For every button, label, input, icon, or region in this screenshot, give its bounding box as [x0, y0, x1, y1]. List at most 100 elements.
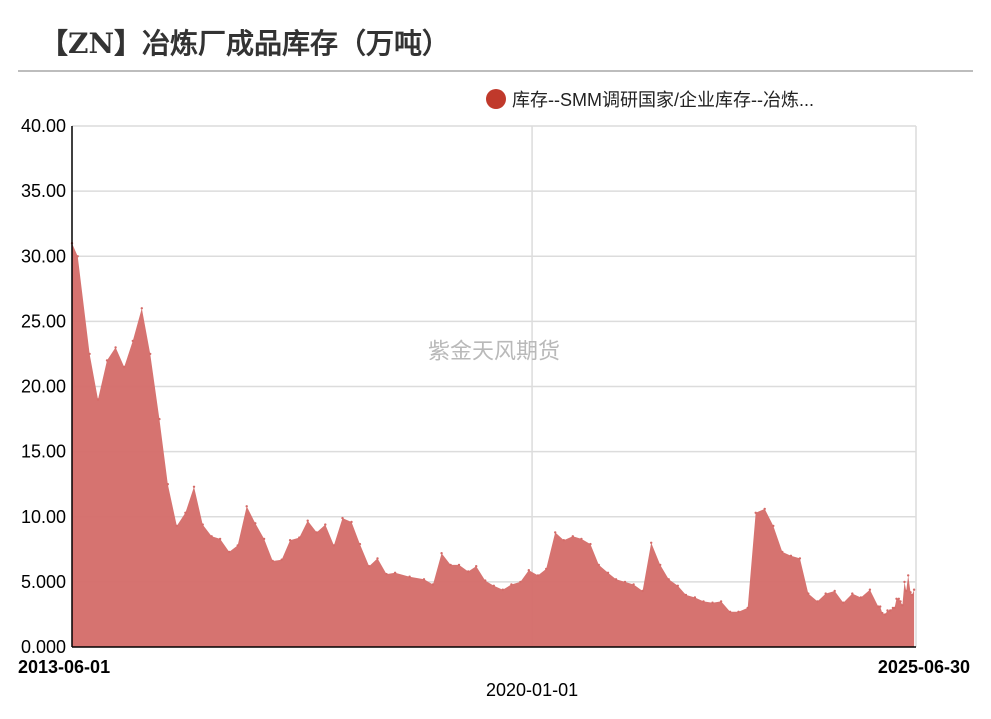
- y-tick-label: 15.00: [21, 442, 66, 462]
- data-point: [667, 578, 670, 581]
- data-point: [632, 583, 635, 586]
- data-point: [693, 596, 697, 599]
- y-tick-label: 5.000: [21, 572, 66, 592]
- title-divider: [18, 70, 973, 72]
- data-point: [245, 505, 248, 508]
- data-point: [623, 580, 627, 584]
- data-point: [123, 365, 126, 369]
- data-point: [367, 565, 371, 568]
- data-point: [889, 609, 892, 612]
- data-point: [192, 485, 196, 488]
- legend-marker-icon: [486, 89, 506, 109]
- data-point: [306, 519, 309, 522]
- data-point: [877, 605, 880, 608]
- data-point: [315, 531, 318, 534]
- data-point: [571, 535, 574, 538]
- data-point: [457, 563, 461, 567]
- data-point: [684, 593, 688, 597]
- data-point: [901, 604, 904, 607]
- data-point: [545, 567, 548, 571]
- grid-lines: [72, 125, 917, 647]
- y-tick-label: 30.00: [21, 246, 66, 266]
- data-point: [909, 591, 912, 594]
- data-point: [88, 352, 91, 356]
- data-point: [816, 600, 819, 603]
- y-tick-label: 10.00: [21, 507, 66, 527]
- data-point: [868, 588, 872, 591]
- data-point: [798, 557, 802, 560]
- data-point: [350, 520, 353, 524]
- data-point: [96, 398, 100, 401]
- data-point: [341, 516, 344, 520]
- page-title: 【ZN】冶炼厂成品库存（万吨）: [40, 27, 451, 60]
- data-point: [905, 589, 908, 593]
- data-point: [298, 536, 301, 539]
- data-point: [467, 570, 470, 573]
- data-point: [597, 563, 600, 567]
- data-point: [262, 537, 266, 541]
- y-tick-label: 40.00: [21, 116, 66, 136]
- x-tick-label: 2013-06-01: [18, 657, 110, 677]
- data-point: [105, 359, 109, 362]
- data-point: [210, 535, 213, 538]
- data-point: [140, 307, 143, 310]
- data-point: [280, 558, 283, 561]
- y-axis-ticks: 0.000 5.000 10.00 15.00 20.00 25.00 30.00 35.00…: [21, 116, 66, 657]
- data-point: [166, 483, 169, 486]
- y-tick-label: 25.00: [21, 311, 66, 331]
- data-point: [824, 592, 827, 595]
- data-point: [903, 580, 906, 584]
- y-tick-label: 35.00: [21, 181, 66, 201]
- data-point: [580, 537, 583, 541]
- data-point: [641, 589, 644, 593]
- data-point: [650, 541, 653, 544]
- y-tick-label: 20.00: [21, 377, 66, 397]
- data-point: [385, 572, 388, 576]
- data-point: [781, 550, 784, 554]
- data-point: [475, 565, 478, 568]
- legend-label: 库存--SMM调研国家/企业库存--冶炼...: [512, 90, 814, 110]
- data-point: [562, 539, 565, 542]
- data-point: [510, 583, 513, 586]
- data-point: [492, 584, 495, 587]
- data-point: [519, 580, 522, 584]
- data-point: [606, 571, 610, 574]
- data-point: [114, 346, 117, 349]
- data-point: [728, 610, 732, 613]
- data-point: [746, 606, 749, 610]
- data-point: [554, 531, 557, 534]
- data-point: [358, 542, 362, 546]
- data-point: [737, 610, 740, 613]
- data-point: [589, 542, 592, 546]
- data-point: [772, 524, 775, 528]
- data-point: [899, 600, 902, 603]
- watermark: 紫金天风期货: [428, 339, 560, 364]
- data-point: [236, 544, 239, 547]
- data-point: [897, 597, 900, 600]
- data-point: [449, 563, 452, 567]
- x-tick-label: 2025-06-30: [878, 657, 970, 677]
- data-point: [175, 524, 178, 528]
- data-point: [393, 571, 397, 574]
- series-area: [70, 242, 916, 647]
- data-point: [484, 579, 487, 582]
- chart-legend[interactable]: 库存--SMM调研国家/企业库存--冶炼...: [486, 86, 814, 112]
- data-point: [895, 597, 898, 600]
- data-point: [659, 563, 662, 567]
- data-point: [893, 606, 896, 610]
- data-point: [676, 584, 679, 587]
- x-tick-label: 2020-01-01: [486, 680, 578, 700]
- data-point: [807, 592, 810, 595]
- data-point: [833, 589, 836, 593]
- series-area-fill[interactable]: [72, 243, 915, 647]
- x-axis-ticks: 2013-06-01 2020-01-01 2025-06-30: [18, 657, 970, 700]
- data-point: [440, 552, 443, 555]
- data-point: [763, 507, 766, 511]
- data-point: [332, 544, 336, 547]
- data-point: [536, 574, 540, 577]
- data-point: [527, 569, 530, 572]
- data-point: [614, 578, 618, 581]
- data-point: [76, 255, 79, 258]
- data-point: [228, 550, 231, 554]
- data-point: [271, 559, 274, 563]
